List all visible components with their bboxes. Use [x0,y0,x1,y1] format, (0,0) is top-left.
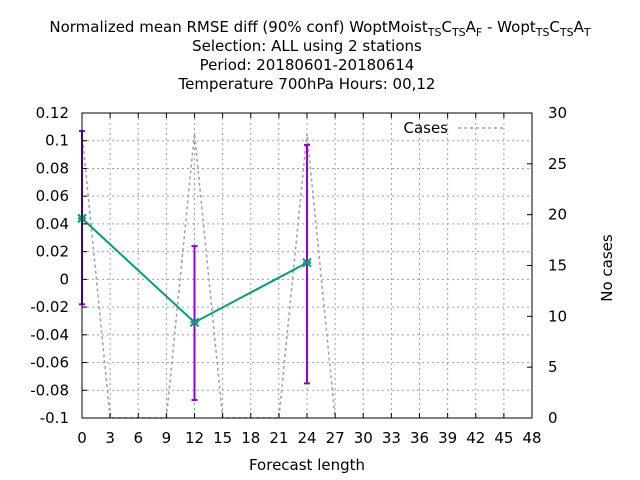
x-tick-label: 18 [241,429,260,447]
data-point-marker [302,258,312,268]
x-tick-label: 30 [354,429,373,447]
x-tick-label: 6 [133,429,143,447]
y-tick-label: 0.08 [36,159,69,177]
cases-line [81,133,336,419]
y-tick-label: 0.04 [36,215,69,233]
y-tick-label: -0.1 [40,409,69,427]
y2-tick-label: 15 [548,257,567,275]
x-tick-label: 9 [162,429,172,447]
y-tick-label: -0.08 [30,381,69,399]
y2-tick-label: 25 [548,155,567,173]
x-tick-label: 24 [297,429,316,447]
x-tick-label: 48 [522,429,541,447]
y2-tick-label: 5 [548,358,558,376]
chart-title-line-3: Period: 20180601-20180614 [200,56,415,74]
y2-tick-label: 20 [548,206,567,224]
y-tick-label: 0.12 [36,104,69,122]
x-tick-label: 39 [438,429,457,447]
y-tick-label: -0.06 [30,354,69,372]
chart-title-line-2: Selection: ALL using 2 stations [192,37,422,55]
legend: Cases [403,119,506,137]
y-tick-label: 0 [59,270,69,288]
y-tick-label: -0.04 [30,326,69,344]
legend-label-cases: Cases [403,119,448,137]
x-tick-label: 3 [105,429,115,447]
x-tick-label: 27 [326,429,345,447]
rmse-diff-series [77,130,312,401]
axis-ticks: 0 3 6 9 12 15 18 21 24 27 30 33 36 39 42 45 48-0.1-0.08-… [30,104,567,447]
y-tick-label: 0.02 [36,243,69,261]
cases-series [81,133,336,419]
x-tick-label: 33 [382,429,401,447]
x-tick-label: 12 [185,429,204,447]
y-tick-label: 0.1 [45,132,69,150]
y2-tick-label: 0 [548,409,558,427]
y2-tick-label: 30 [548,104,567,122]
x-tick-label: 21 [269,429,288,447]
chart-title-line-4: Temperature 700hPa Hours: 00,12 [178,75,436,93]
chart-title-line-1: Normalized mean RMSE diff (90% conf) Wop… [49,18,591,39]
y2-tick-label: 10 [548,307,567,325]
x-tick-label: 36 [410,429,429,447]
x-tick-label: 0 [77,429,87,447]
chart-title: Normalized mean RMSE diff (90% conf) Wop… [49,18,591,93]
data-point-marker [189,317,200,328]
y-tick-label: 0.06 [36,187,69,205]
x-tick-label: 42 [466,429,485,447]
y2-axis-label: No cases [598,234,616,302]
x-tick-label: 45 [494,429,513,447]
x-axis-label: Forecast length [249,456,365,474]
x-tick-label: 15 [213,429,232,447]
y-tick-label: -0.02 [30,298,69,316]
